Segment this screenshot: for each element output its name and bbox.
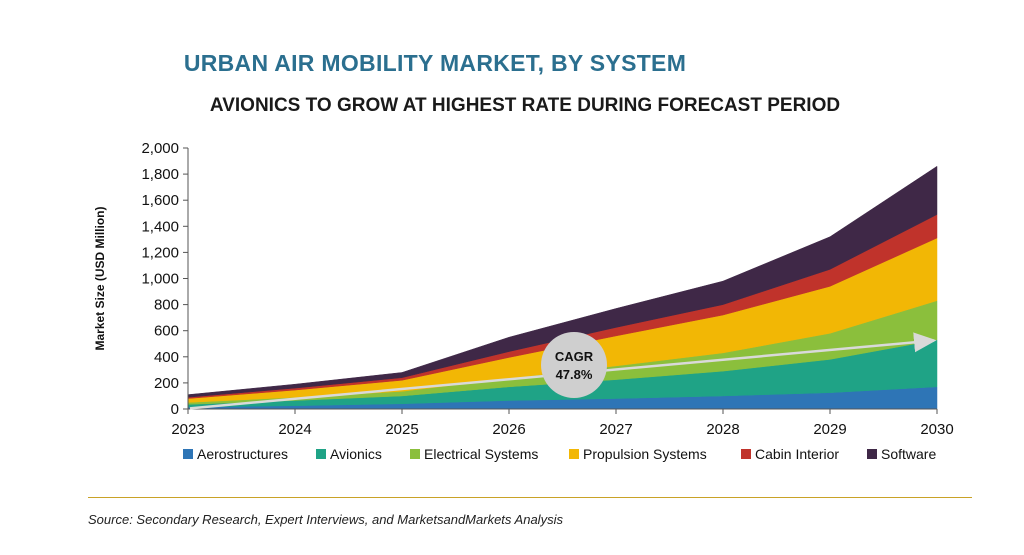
legend-label-propulsion-systems: Propulsion Systems xyxy=(583,446,707,462)
x-tick-label: 2025 xyxy=(385,421,418,438)
y-tick-label: 0 xyxy=(171,401,179,418)
x-tick-label: 2024 xyxy=(278,421,311,438)
y-tick-label: 400 xyxy=(154,349,179,366)
y-tick-label: 2,000 xyxy=(141,140,179,157)
x-tick-label: 2026 xyxy=(492,421,525,438)
chart-title: URBAN AIR MOBILITY MARKET, BY SYSTEM xyxy=(183,50,687,76)
source-note: Source: Secondary Research, Expert Inter… xyxy=(88,512,563,527)
cagr-badge xyxy=(541,332,607,398)
y-tick-label: 1,600 xyxy=(141,192,179,209)
y-tick-label: 1,800 xyxy=(141,166,179,183)
legend-label-avionics: Avionics xyxy=(330,446,382,462)
legend-swatch-cabin-interior xyxy=(741,449,751,459)
stacked-area-chart: 0 200 400 600 800 1,000 1,200 1,400 1,600 1,800 2,… xyxy=(93,140,954,462)
legend: Aerostructures Avionics Electrical Systems… xyxy=(183,446,936,462)
x-tick-label: 2028 xyxy=(706,421,739,438)
legend-label-cabin-interior: Cabin Interior xyxy=(755,446,839,462)
x-tick-label: 2023 xyxy=(171,421,204,438)
y-tick-label: 1,200 xyxy=(141,244,179,261)
y-tick-label: 1,000 xyxy=(141,271,179,288)
y-tick-label: 200 xyxy=(154,375,179,392)
cagr-value: 47.8% xyxy=(556,367,593,382)
y-tick-label: 1,400 xyxy=(141,218,179,235)
area-software xyxy=(187,165,938,398)
cagr-annotation-group: CAGR 47.8% xyxy=(189,332,937,410)
axes-group: 0 200 400 600 800 1,000 1,200 1,400 1,600 1,800 2,… xyxy=(93,140,954,438)
x-tick-label: 2029 xyxy=(813,421,846,438)
legend-swatch-software xyxy=(867,449,877,459)
y-axis-label: Market Size (USD Million) xyxy=(93,206,107,350)
x-tick-label: 2027 xyxy=(599,421,632,438)
y-tick-label: 600 xyxy=(154,323,179,340)
x-tick-label: 2030 xyxy=(920,421,953,438)
y-tick-label: 800 xyxy=(154,297,179,314)
cagr-label: CAGR xyxy=(555,349,594,364)
legend-swatch-electrical-systems xyxy=(410,449,420,459)
legend-swatch-aerostructures xyxy=(183,449,193,459)
chart-subtitle: AVIONICS TO GROW AT HIGHEST RATE DURING … xyxy=(209,95,841,116)
legend-label-electrical-systems: Electrical Systems xyxy=(424,446,538,462)
legend-label-software: Software xyxy=(881,446,936,462)
legend-swatch-propulsion-systems xyxy=(569,449,579,459)
source-divider xyxy=(88,497,972,498)
legend-swatch-avionics xyxy=(316,449,326,459)
legend-label-aerostructures: Aerostructures xyxy=(197,446,288,462)
